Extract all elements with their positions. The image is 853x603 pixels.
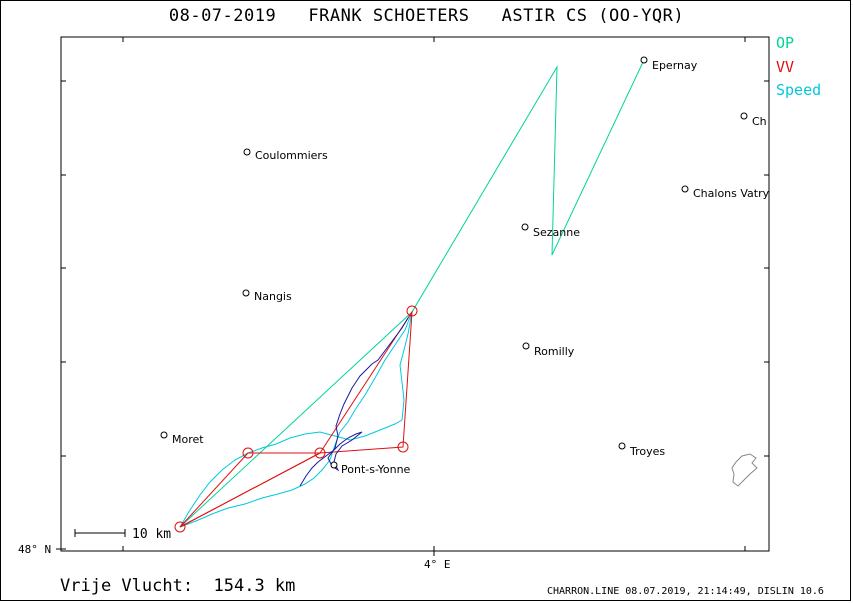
place-troyes: Troyes: [629, 445, 665, 458]
marker-nangis: [242, 289, 250, 297]
marker-romilly: [522, 342, 530, 350]
lat-label: 48° N: [18, 543, 51, 556]
op-route: [179, 59, 645, 528]
place-ch: Ch: [752, 115, 767, 128]
legend-op: OP: [776, 34, 795, 52]
place-coulommiers: Coulommiers: [255, 149, 328, 162]
plot-frame: [60, 36, 770, 552]
turnpoint-start: [174, 521, 186, 533]
marker-pont-s-yonne: [330, 461, 338, 469]
marker-moret: [160, 431, 168, 439]
marker-coulommiers: [243, 148, 251, 156]
place-sezanne: Sezanne: [533, 226, 580, 239]
place-moret: Moret: [172, 433, 204, 446]
turnpoints: [174, 305, 418, 533]
place-romilly: Romilly: [534, 345, 575, 358]
turnpoint-2: [314, 447, 326, 459]
marker-sezanne: [521, 223, 529, 231]
turnpoint-4: [406, 305, 418, 317]
speed-track: [179, 311, 413, 528]
turnpoint-3: [397, 441, 409, 453]
marker-ch: [740, 112, 748, 120]
place-pont-s-yonne: Pont-s-Yonne: [341, 463, 411, 476]
flight-title: 08-07-2019 FRANK SCHOETERS ASTIR CS (OO-…: [168, 6, 685, 26]
place-markers: [160, 56, 748, 469]
place-nangis: Nangis: [254, 290, 292, 303]
scale-label: 10 km: [132, 527, 171, 542]
marker-troyes: [618, 442, 626, 450]
lake-outline: [731, 453, 758, 487]
scale-bar: [74, 529, 126, 537]
free-flight-distance: Vrije Vlucht: 154.3 km: [60, 576, 296, 596]
turnpoint-1: [242, 447, 254, 459]
marker-chalons-vatry: [681, 185, 689, 193]
legend-vv: VV: [776, 58, 795, 76]
place-epernay: Epernay: [652, 59, 698, 72]
lon-label: 4° E: [424, 558, 451, 571]
footer-credit: CHARRON.LINE 08.07.2019, 21:14:49, DISLI…: [547, 586, 824, 597]
lon-ticks: [122, 37, 746, 556]
marker-epernay: [640, 56, 648, 64]
legend-speed: Speed: [776, 81, 822, 99]
vv-leg: [179, 452, 321, 528]
low-track: [299, 317, 409, 487]
lat-ticks: [56, 80, 769, 550]
place-chalons-vatry: Chalons Vatry: [693, 187, 770, 200]
